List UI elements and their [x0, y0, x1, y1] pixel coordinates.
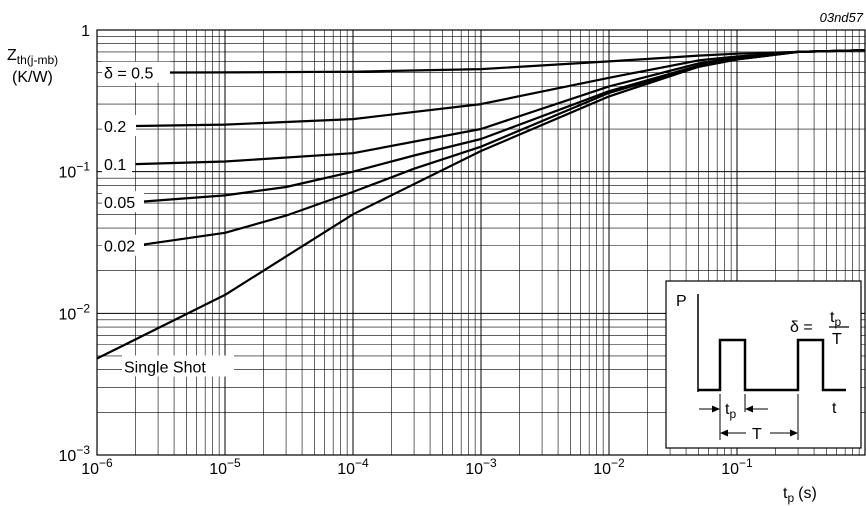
svg-text:Zth(j-mb): Zth(j-mb) — [7, 47, 58, 67]
y-axis-label-main: Z — [7, 47, 17, 64]
tp-arrow-left-head — [712, 405, 720, 413]
delta-fraction-numerator: t — [830, 309, 835, 326]
period-arrow-left-head — [720, 429, 728, 437]
curve-label-bg — [102, 234, 144, 256]
svg-text:tp: tp — [725, 401, 736, 421]
curve-5 — [96, 49, 866, 360]
pulse-waveform — [698, 338, 846, 392]
x-axis-label: tp (s) — [783, 485, 817, 505]
y-tick-labels: 1 10−1 10−2 10−3 — [59, 23, 91, 465]
tp-arrow-right-head — [745, 405, 753, 413]
period-label: T — [752, 426, 762, 443]
figure-code: 03nd57 — [820, 10, 864, 25]
delta-fraction-denominator: T — [832, 331, 842, 348]
x-tick-label: 10−1 — [721, 456, 753, 478]
curve-label-2: 0.1 — [104, 157, 126, 174]
curve-label-bg — [102, 115, 136, 137]
y-axis-label-unit: (K/W) — [12, 69, 53, 86]
x-axis-label-unit: (s) — [798, 485, 817, 502]
curve-4 — [135, 49, 866, 247]
x-axis-label-main: t — [783, 485, 788, 502]
x-tick-label: 10−4 — [337, 456, 369, 478]
x-tick-label: 10−2 — [593, 456, 625, 478]
curve-label-1: 0.2 — [104, 119, 126, 136]
inset-p-label: P — [676, 293, 687, 310]
curve-labels: δ = 0.5 0.2 0.1 0.05 0.02 Single Shot — [102, 61, 234, 377]
x-tick-label: 10−6 — [81, 456, 113, 478]
curves — [96, 49, 866, 360]
curve-label-bg — [102, 61, 170, 83]
inset-frame — [665, 280, 862, 449]
svg-text:tp(s): tp (s) — [783, 485, 817, 505]
delta-formula-symbol: δ = — [790, 319, 813, 336]
x-tick-label: 10−3 — [465, 456, 497, 478]
y-tick-label: 10−2 — [59, 301, 91, 323]
y-tick-label: 10−1 — [59, 160, 91, 182]
x-tick-labels: 10−6 10−5 10−4 10−3 10−2 10−1 — [81, 456, 753, 478]
tp-label-sub: p — [729, 407, 736, 421]
tp-label-main: t — [725, 401, 730, 418]
y-axis-label: Zth(j-mb) (K/W) — [7, 47, 58, 86]
delta-fraction-numerator-sub: p — [834, 315, 841, 329]
inset-t-label: t — [832, 400, 837, 417]
y-axis-label-sub: th(j-mb) — [17, 53, 58, 67]
curve-label-5: Single Shot — [124, 359, 206, 376]
curve-label-3: 0.05 — [104, 195, 135, 212]
curve-label-4: 0.02 — [104, 239, 135, 256]
x-axis-label-sub: p — [787, 491, 794, 505]
curve-label-bg — [102, 153, 132, 175]
curve-label-bg — [122, 355, 234, 377]
plot-frame — [96, 29, 866, 456]
period-arrow-right-head — [790, 429, 798, 437]
curve-label-bg — [102, 191, 144, 213]
curve-label-0: δ = 0.5 — [104, 66, 153, 83]
y-tick-label: 1 — [81, 23, 90, 40]
y-tick-label: 10−3 — [59, 443, 91, 465]
x-tick-label: 10−5 — [209, 456, 241, 478]
pulse-inset: P t δ = tp T tp T — [665, 280, 862, 449]
svg-text:tp: tp — [830, 309, 841, 329]
